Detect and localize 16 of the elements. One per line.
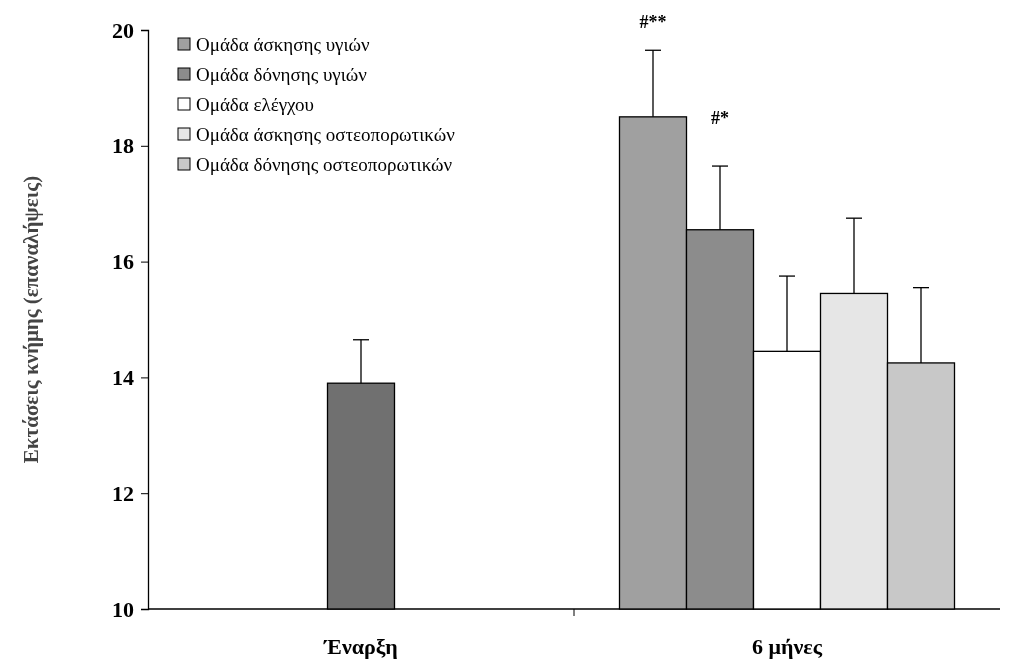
- y-tick-label: 20: [112, 17, 134, 43]
- legend-label: Ομάδα δόνησης υγιών: [196, 63, 368, 85]
- y-tick-label: 16: [112, 249, 134, 275]
- y-axis-title: Εκτάσεις κνήμης (επαναλήψεις): [19, 175, 43, 464]
- annotation: #**: [639, 12, 667, 33]
- y-tick-label: 10: [112, 596, 134, 622]
- y-tick-label: 12: [112, 480, 134, 506]
- y-tick-label: 18: [112, 133, 134, 159]
- annotation: #*: [711, 108, 729, 129]
- legend-label: Ομάδα άσκησης υγιών: [196, 33, 371, 55]
- legend-label: Ομάδα άσκησης οστεοπορωτικών: [196, 123, 456, 145]
- x-tick-label: Έναρξη: [323, 633, 398, 659]
- y-tick-label: 14: [112, 364, 134, 390]
- legend-label: Ομάδα δόνησης οστεοπορωτικών: [196, 153, 453, 175]
- x-tick-label: 6 μήνες: [752, 633, 823, 659]
- legend-label: Ομάδα ελέγχου: [196, 93, 315, 115]
